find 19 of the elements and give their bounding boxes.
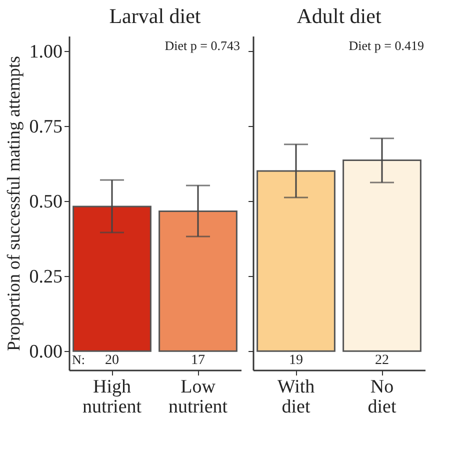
x-tick-label: Low nutrient: [168, 376, 228, 418]
annotation: 17: [191, 353, 205, 368]
x-tick-label: No diet: [368, 376, 397, 418]
x-tick-label: High nutrient: [82, 376, 142, 418]
annotation: Diet p = 0.419: [348, 38, 424, 53]
y-tick-label: 0.75: [29, 116, 62, 138]
x-tick-label: With diet: [277, 376, 316, 418]
chart-title: Larval diet: [109, 4, 201, 28]
chart-title: Adult diet: [296, 4, 382, 28]
annotation: Diet p = 0.743: [164, 38, 240, 53]
annotation: 19: [289, 353, 303, 368]
annotation: N:: [72, 352, 85, 367]
annotation: 22: [375, 353, 389, 368]
y-axis-title: Proportion of successful mating attempts: [3, 56, 24, 351]
y-tick-label: 0.00: [29, 342, 62, 363]
y-tick-label: 0.50: [29, 192, 62, 213]
y-tick-label: 1.00: [29, 42, 62, 63]
y-tick-label: 0.25: [29, 266, 62, 288]
annotation: 20: [105, 353, 119, 368]
